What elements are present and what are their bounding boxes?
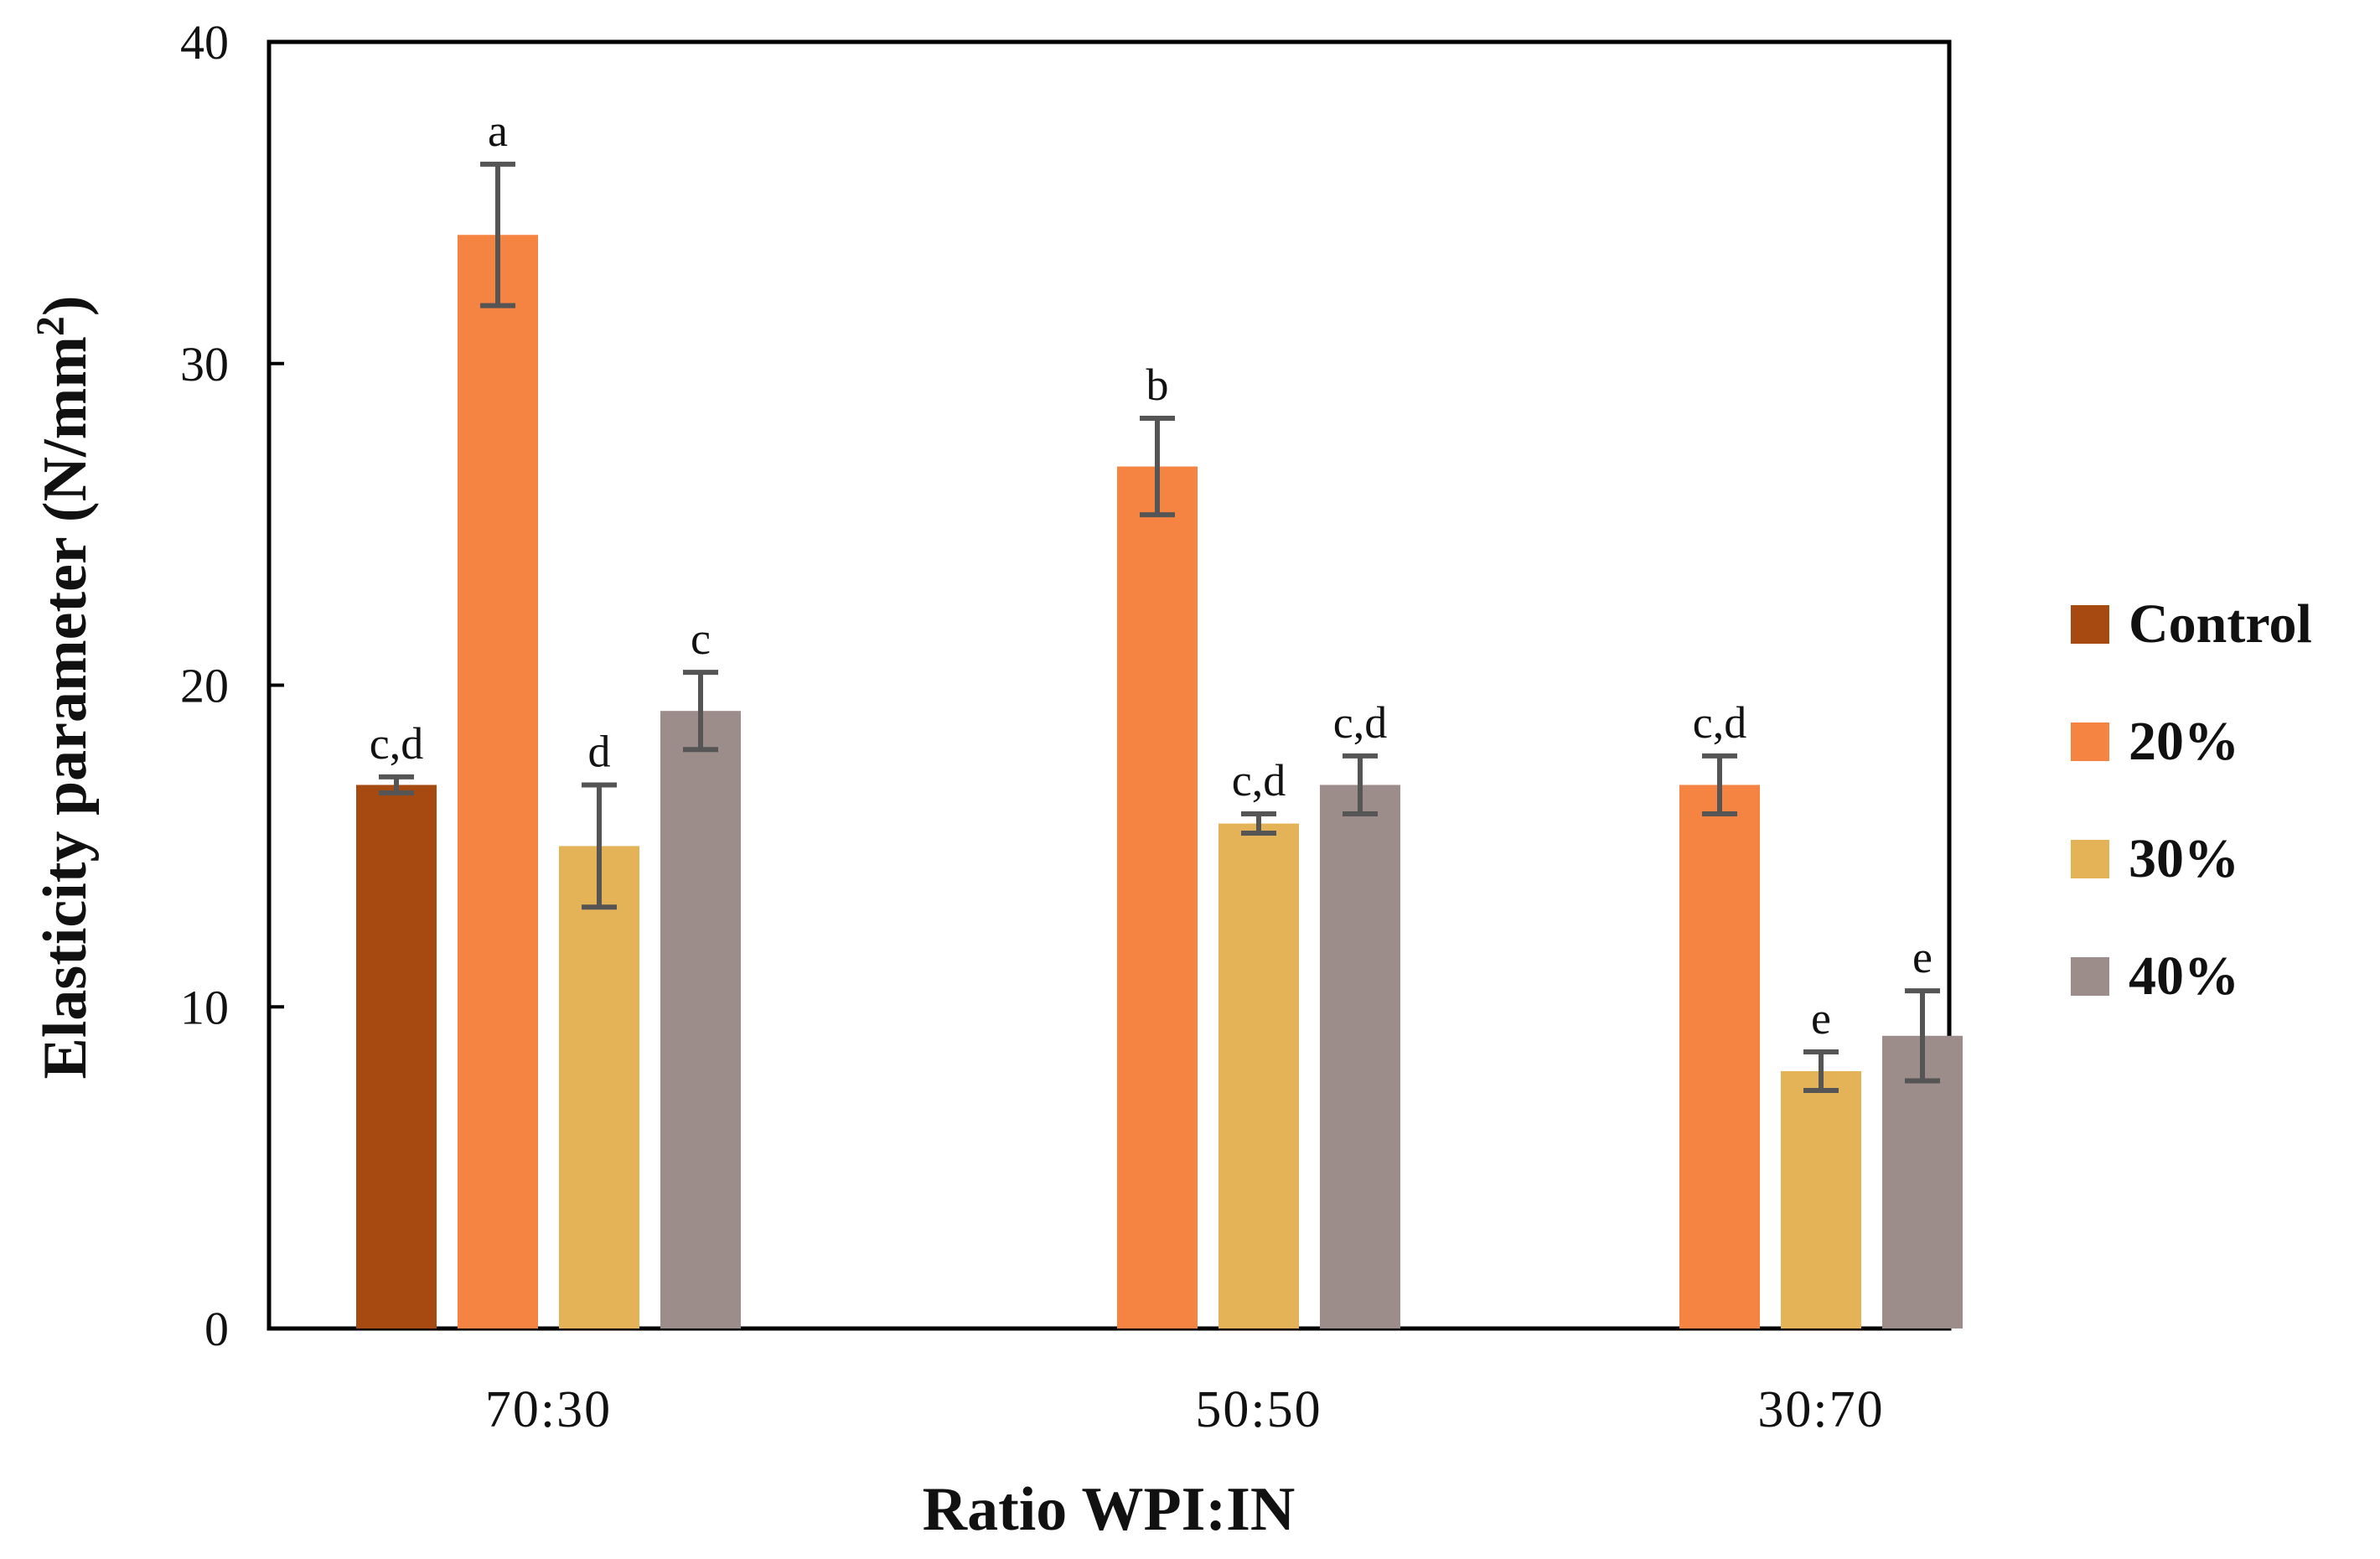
y-tick-label: 0: [204, 1302, 229, 1356]
x-tick-label: 30:70: [1757, 1381, 1884, 1438]
error-bars-group: [379, 161, 1940, 1094]
x-axis-tick-labels: 70:30 50:50 30:70: [485, 1381, 1884, 1438]
bar-70-30-20pct: [458, 235, 538, 1329]
legend-swatch: [2071, 723, 2109, 761]
legend-swatch: [2071, 605, 2109, 644]
significance-label: b: [1146, 360, 1169, 410]
significance-label: d: [588, 726, 611, 776]
legend: Control 20% 30% 40%: [2071, 593, 2312, 1007]
y-axis-ticks: 0 10 20 30 40: [180, 15, 284, 1356]
y-tick-label: 40: [180, 15, 229, 70]
bars-group: [356, 235, 1963, 1329]
bar-30-70-30pct: [1781, 1071, 1861, 1329]
bar-30-70-40pct: [1882, 1035, 1963, 1329]
bar-50-50-20pct: [1117, 466, 1198, 1329]
legend-swatch: [2071, 957, 2109, 996]
significance-label: a: [488, 106, 508, 156]
bar-70-30-30pct: [559, 846, 639, 1329]
legend-label: 40%: [2129, 945, 2239, 1007]
y-axis-title-close: ): [31, 295, 100, 316]
legend-label: Control: [2129, 593, 2312, 655]
bar-50-50-30pct: [1218, 823, 1299, 1329]
significance-label: e: [1811, 993, 1831, 1044]
x-tick-label: 70:30: [485, 1381, 612, 1438]
y-tick-label: 30: [180, 337, 229, 391]
significance-labels-group: c,d a d c b c,d c,d c,d e e: [370, 106, 1932, 1044]
x-tick-label: 50:50: [1195, 1381, 1322, 1438]
y-axis-title: Elasticity parameter (N/mm2): [28, 295, 100, 1079]
y-tick-label: 20: [180, 659, 229, 713]
y-tick-label: 10: [180, 980, 229, 1034]
legend-label: 20%: [2129, 711, 2239, 772]
legend-label: 30%: [2129, 828, 2239, 889]
x-axis-title: Ratio WPI:IN: [923, 1475, 1296, 1544]
significance-label: c,d: [370, 718, 423, 769]
bar-50-50-40pct: [1320, 785, 1400, 1329]
significance-label: c,d: [1232, 755, 1286, 805]
significance-label: c,d: [1333, 697, 1387, 748]
legend-swatch: [2071, 840, 2109, 878]
bar-30-70-20pct: [1679, 785, 1760, 1329]
y-axis-title-superscript: 2: [28, 316, 73, 336]
significance-label: c,d: [1693, 697, 1746, 748]
significance-label: c: [691, 614, 711, 664]
bar-70-30-control: [356, 785, 437, 1329]
y-axis-title-main: Elasticity parameter (N/mm: [31, 336, 100, 1079]
significance-label: e: [1912, 932, 1932, 982]
bar-70-30-40pct: [660, 711, 741, 1329]
